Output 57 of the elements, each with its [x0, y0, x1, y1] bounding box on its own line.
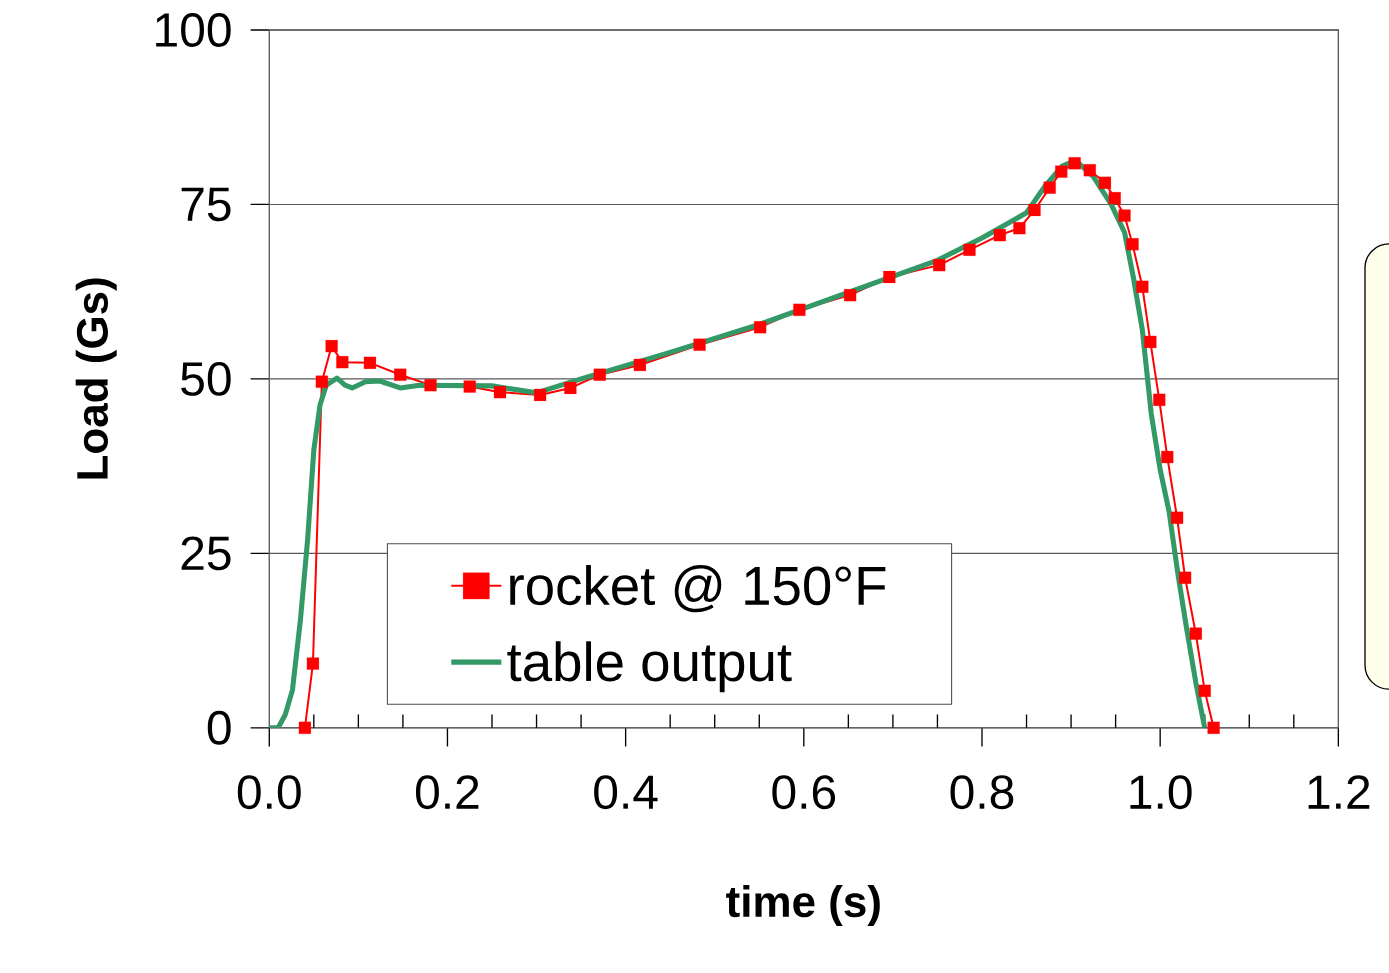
x-axis-title: time (s): [726, 884, 880, 926]
y-tick-label: 75: [181, 187, 231, 222]
point: [306, 657, 320, 670]
point: [883, 270, 896, 284]
point: [1144, 335, 1157, 348]
y-tick-label: 50: [181, 361, 231, 396]
point: [1179, 571, 1192, 584]
point: [1189, 627, 1202, 640]
y-tick-label: 100: [156, 12, 231, 47]
point: [693, 338, 706, 351]
point: [933, 259, 946, 272]
point: [844, 289, 857, 302]
point: [1098, 176, 1112, 189]
x-tick-label: 0.2: [415, 775, 479, 810]
point: [463, 380, 476, 393]
point: [534, 388, 547, 401]
point: [1068, 157, 1081, 170]
point: [1161, 450, 1174, 464]
point: [963, 243, 976, 256]
point: [325, 339, 338, 353]
point: [1083, 164, 1096, 177]
point: [633, 358, 646, 371]
legend-label: rocket @ 150°F: [510, 565, 886, 613]
point: [564, 381, 577, 395]
x-tick-label: 0.8: [950, 775, 1014, 810]
point: [1198, 684, 1211, 697]
point: [298, 721, 311, 734]
point: [1028, 203, 1041, 217]
point: [1153, 393, 1166, 406]
point: [1171, 511, 1184, 524]
point: [1126, 238, 1139, 251]
point: [1136, 280, 1149, 293]
point: [336, 356, 349, 369]
point: [1043, 181, 1056, 194]
x-tick-label: 1.2: [1308, 775, 1370, 809]
point: [593, 368, 606, 381]
point: [793, 303, 806, 316]
point: [424, 379, 437, 392]
x-tick-label: 1.0: [1130, 775, 1192, 810]
point: [993, 229, 1006, 242]
y-tick-label: 25: [181, 536, 231, 571]
legend-label: table output: [507, 641, 792, 693]
point: [363, 356, 377, 369]
point: [754, 321, 767, 334]
point: [1055, 165, 1068, 178]
point: [1108, 192, 1121, 205]
y-tick-label: 0: [207, 710, 231, 745]
x-tick-label: 0.4: [594, 775, 658, 810]
point: [1207, 721, 1220, 734]
point: [1013, 222, 1026, 235]
point: [315, 375, 328, 388]
y-axis-title: Load (Gs): [75, 278, 117, 479]
point: [1118, 209, 1131, 222]
point: [493, 386, 507, 399]
x-tick-label: 0.6: [772, 775, 836, 810]
x-tick-label: 0.0: [237, 775, 301, 810]
point: [394, 368, 407, 381]
